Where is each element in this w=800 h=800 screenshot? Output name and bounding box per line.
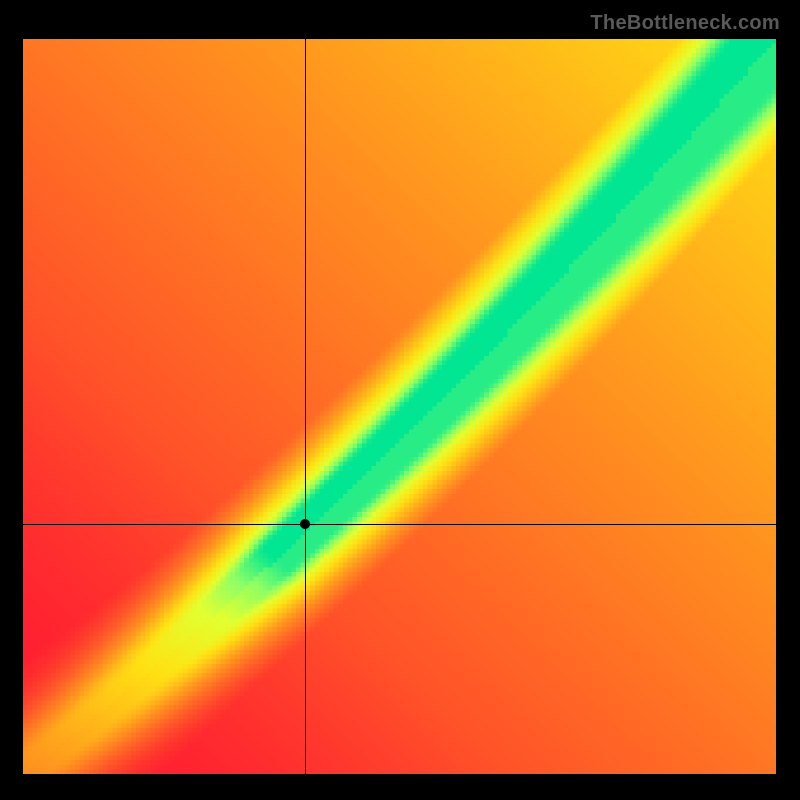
heatmap-plot xyxy=(23,39,776,774)
crosshair-horizontal xyxy=(23,524,776,525)
page: { "watermark": { "text": "TheBottleneck.… xyxy=(0,0,800,800)
crosshair-vertical xyxy=(305,39,306,774)
watermark-text: TheBottleneck.com xyxy=(590,12,780,35)
marker-dot xyxy=(300,519,310,529)
heatmap-canvas xyxy=(23,39,776,774)
